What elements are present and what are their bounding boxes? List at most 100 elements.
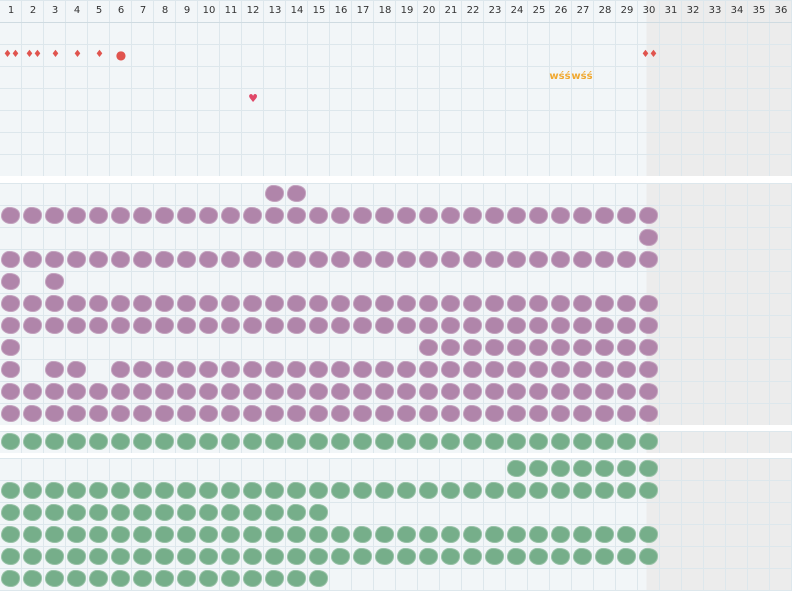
green-entry-cell[interactable] xyxy=(132,568,154,590)
green-entry-cell[interactable] xyxy=(0,502,22,524)
purple-entry-cell[interactable] xyxy=(264,381,286,403)
purple-entry-cell[interactable] xyxy=(242,403,264,425)
green-entry-cell[interactable] xyxy=(286,524,308,546)
green-entry-cell[interactable] xyxy=(154,480,176,502)
purple-entry-cell[interactable] xyxy=(440,381,462,403)
green-entry-cell[interactable] xyxy=(44,524,66,546)
column-header-13[interactable]: 13 xyxy=(268,5,282,16)
purple-entry-cell[interactable] xyxy=(506,381,528,403)
purple-entry-cell[interactable] xyxy=(572,359,594,381)
purple-entry-cell[interactable] xyxy=(22,381,44,403)
column-header-28[interactable]: 28 xyxy=(598,5,612,16)
purple-entry-cell[interactable] xyxy=(484,337,506,359)
green-entry-cell[interactable] xyxy=(374,431,396,453)
green-entry-cell[interactable] xyxy=(110,546,132,568)
purple-entry-cell[interactable] xyxy=(418,315,440,337)
green-entry-cell[interactable] xyxy=(330,431,352,453)
green-entry-cell[interactable] xyxy=(550,546,572,568)
purple-entry-cell[interactable] xyxy=(110,205,132,227)
purple-entry-cell[interactable] xyxy=(330,205,352,227)
purple-entry-cell[interactable] xyxy=(176,293,198,315)
green-entry-cell[interactable] xyxy=(594,524,616,546)
green-entry-cell[interactable] xyxy=(616,524,638,546)
purple-entry-cell[interactable] xyxy=(242,293,264,315)
green-entry-cell[interactable] xyxy=(374,524,396,546)
column-header-23[interactable]: 23 xyxy=(488,5,502,16)
purple-entry-cell[interactable] xyxy=(352,359,374,381)
column-header-5[interactable]: 5 xyxy=(95,5,103,16)
purple-entry-cell[interactable] xyxy=(330,293,352,315)
green-entry-cell[interactable] xyxy=(132,502,154,524)
green-entry-cell[interactable] xyxy=(264,568,286,590)
green-entry-cell[interactable] xyxy=(154,524,176,546)
purple-entry-cell[interactable] xyxy=(396,293,418,315)
purple-entry-cell[interactable] xyxy=(462,293,484,315)
column-header-1[interactable]: 1 xyxy=(7,5,15,16)
green-entry-cell[interactable] xyxy=(308,431,330,453)
purple-entry-cell[interactable] xyxy=(44,315,66,337)
column-header-25[interactable]: 25 xyxy=(532,5,546,16)
green-entry-cell[interactable] xyxy=(22,546,44,568)
purple-entry-cell[interactable] xyxy=(308,403,330,425)
purple-entry-cell[interactable] xyxy=(154,359,176,381)
purple-entry-cell[interactable] xyxy=(396,205,418,227)
column-header-35[interactable]: 35 xyxy=(752,5,766,16)
purple-entry-cell[interactable] xyxy=(44,293,66,315)
purple-entry-cell[interactable] xyxy=(264,249,286,271)
purple-entry-cell[interactable] xyxy=(88,315,110,337)
green-entry-cell[interactable] xyxy=(110,431,132,453)
purple-entry-cell[interactable] xyxy=(198,205,220,227)
column-header-31[interactable]: 31 xyxy=(664,5,678,16)
green-entry-cell[interactable] xyxy=(638,524,660,546)
purple-entry-cell[interactable] xyxy=(176,359,198,381)
green-entry-cell[interactable] xyxy=(220,524,242,546)
green-entry-cell[interactable] xyxy=(22,480,44,502)
green-entry-cell[interactable] xyxy=(308,502,330,524)
column-header-10[interactable]: 10 xyxy=(202,5,216,16)
column-header-32[interactable]: 32 xyxy=(686,5,700,16)
marker-cell[interactable]: ♥ xyxy=(242,88,264,110)
marker-cell[interactable]: ● xyxy=(110,44,132,66)
purple-entry-cell[interactable] xyxy=(594,403,616,425)
green-entry-cell[interactable] xyxy=(0,480,22,502)
green-entry-cell[interactable] xyxy=(418,480,440,502)
marker-cell[interactable]: ♦♦ xyxy=(22,44,44,66)
purple-entry-cell[interactable] xyxy=(132,403,154,425)
purple-entry-cell[interactable] xyxy=(528,381,550,403)
marker-cell[interactable]: ♦♦ xyxy=(0,44,22,66)
green-entry-cell[interactable] xyxy=(462,524,484,546)
green-entry-cell[interactable] xyxy=(0,546,22,568)
green-entry-cell[interactable] xyxy=(352,546,374,568)
purple-entry-cell[interactable] xyxy=(594,337,616,359)
green-entry-cell[interactable] xyxy=(440,546,462,568)
green-entry-cell[interactable] xyxy=(88,502,110,524)
purple-entry-cell[interactable] xyxy=(198,249,220,271)
purple-entry-cell[interactable] xyxy=(374,205,396,227)
green-entry-cell[interactable] xyxy=(396,546,418,568)
green-entry-cell[interactable] xyxy=(88,524,110,546)
purple-entry-cell[interactable] xyxy=(198,315,220,337)
column-header-17[interactable]: 17 xyxy=(356,5,370,16)
purple-entry-cell[interactable] xyxy=(616,205,638,227)
green-entry-cell[interactable] xyxy=(352,431,374,453)
purple-entry-cell[interactable] xyxy=(594,315,616,337)
green-entry-cell[interactable] xyxy=(462,431,484,453)
purple-entry-cell[interactable] xyxy=(330,249,352,271)
green-entry-cell[interactable] xyxy=(572,546,594,568)
purple-entry-cell[interactable] xyxy=(132,315,154,337)
purple-entry-cell[interactable] xyxy=(308,205,330,227)
green-entry-cell[interactable] xyxy=(198,524,220,546)
purple-entry-cell[interactable] xyxy=(418,293,440,315)
purple-entry-cell[interactable] xyxy=(528,315,550,337)
purple-entry-cell[interactable] xyxy=(638,249,660,271)
column-header-33[interactable]: 33 xyxy=(708,5,722,16)
purple-entry-cell[interactable] xyxy=(440,249,462,271)
purple-entry-cell[interactable] xyxy=(308,315,330,337)
green-entry-cell[interactable] xyxy=(132,546,154,568)
purple-entry-cell[interactable] xyxy=(0,381,22,403)
purple-entry-cell[interactable] xyxy=(396,315,418,337)
column-header-16[interactable]: 16 xyxy=(334,5,348,16)
column-header-15[interactable]: 15 xyxy=(312,5,326,16)
purple-entry-cell[interactable] xyxy=(594,205,616,227)
green-entry-cell[interactable] xyxy=(528,524,550,546)
